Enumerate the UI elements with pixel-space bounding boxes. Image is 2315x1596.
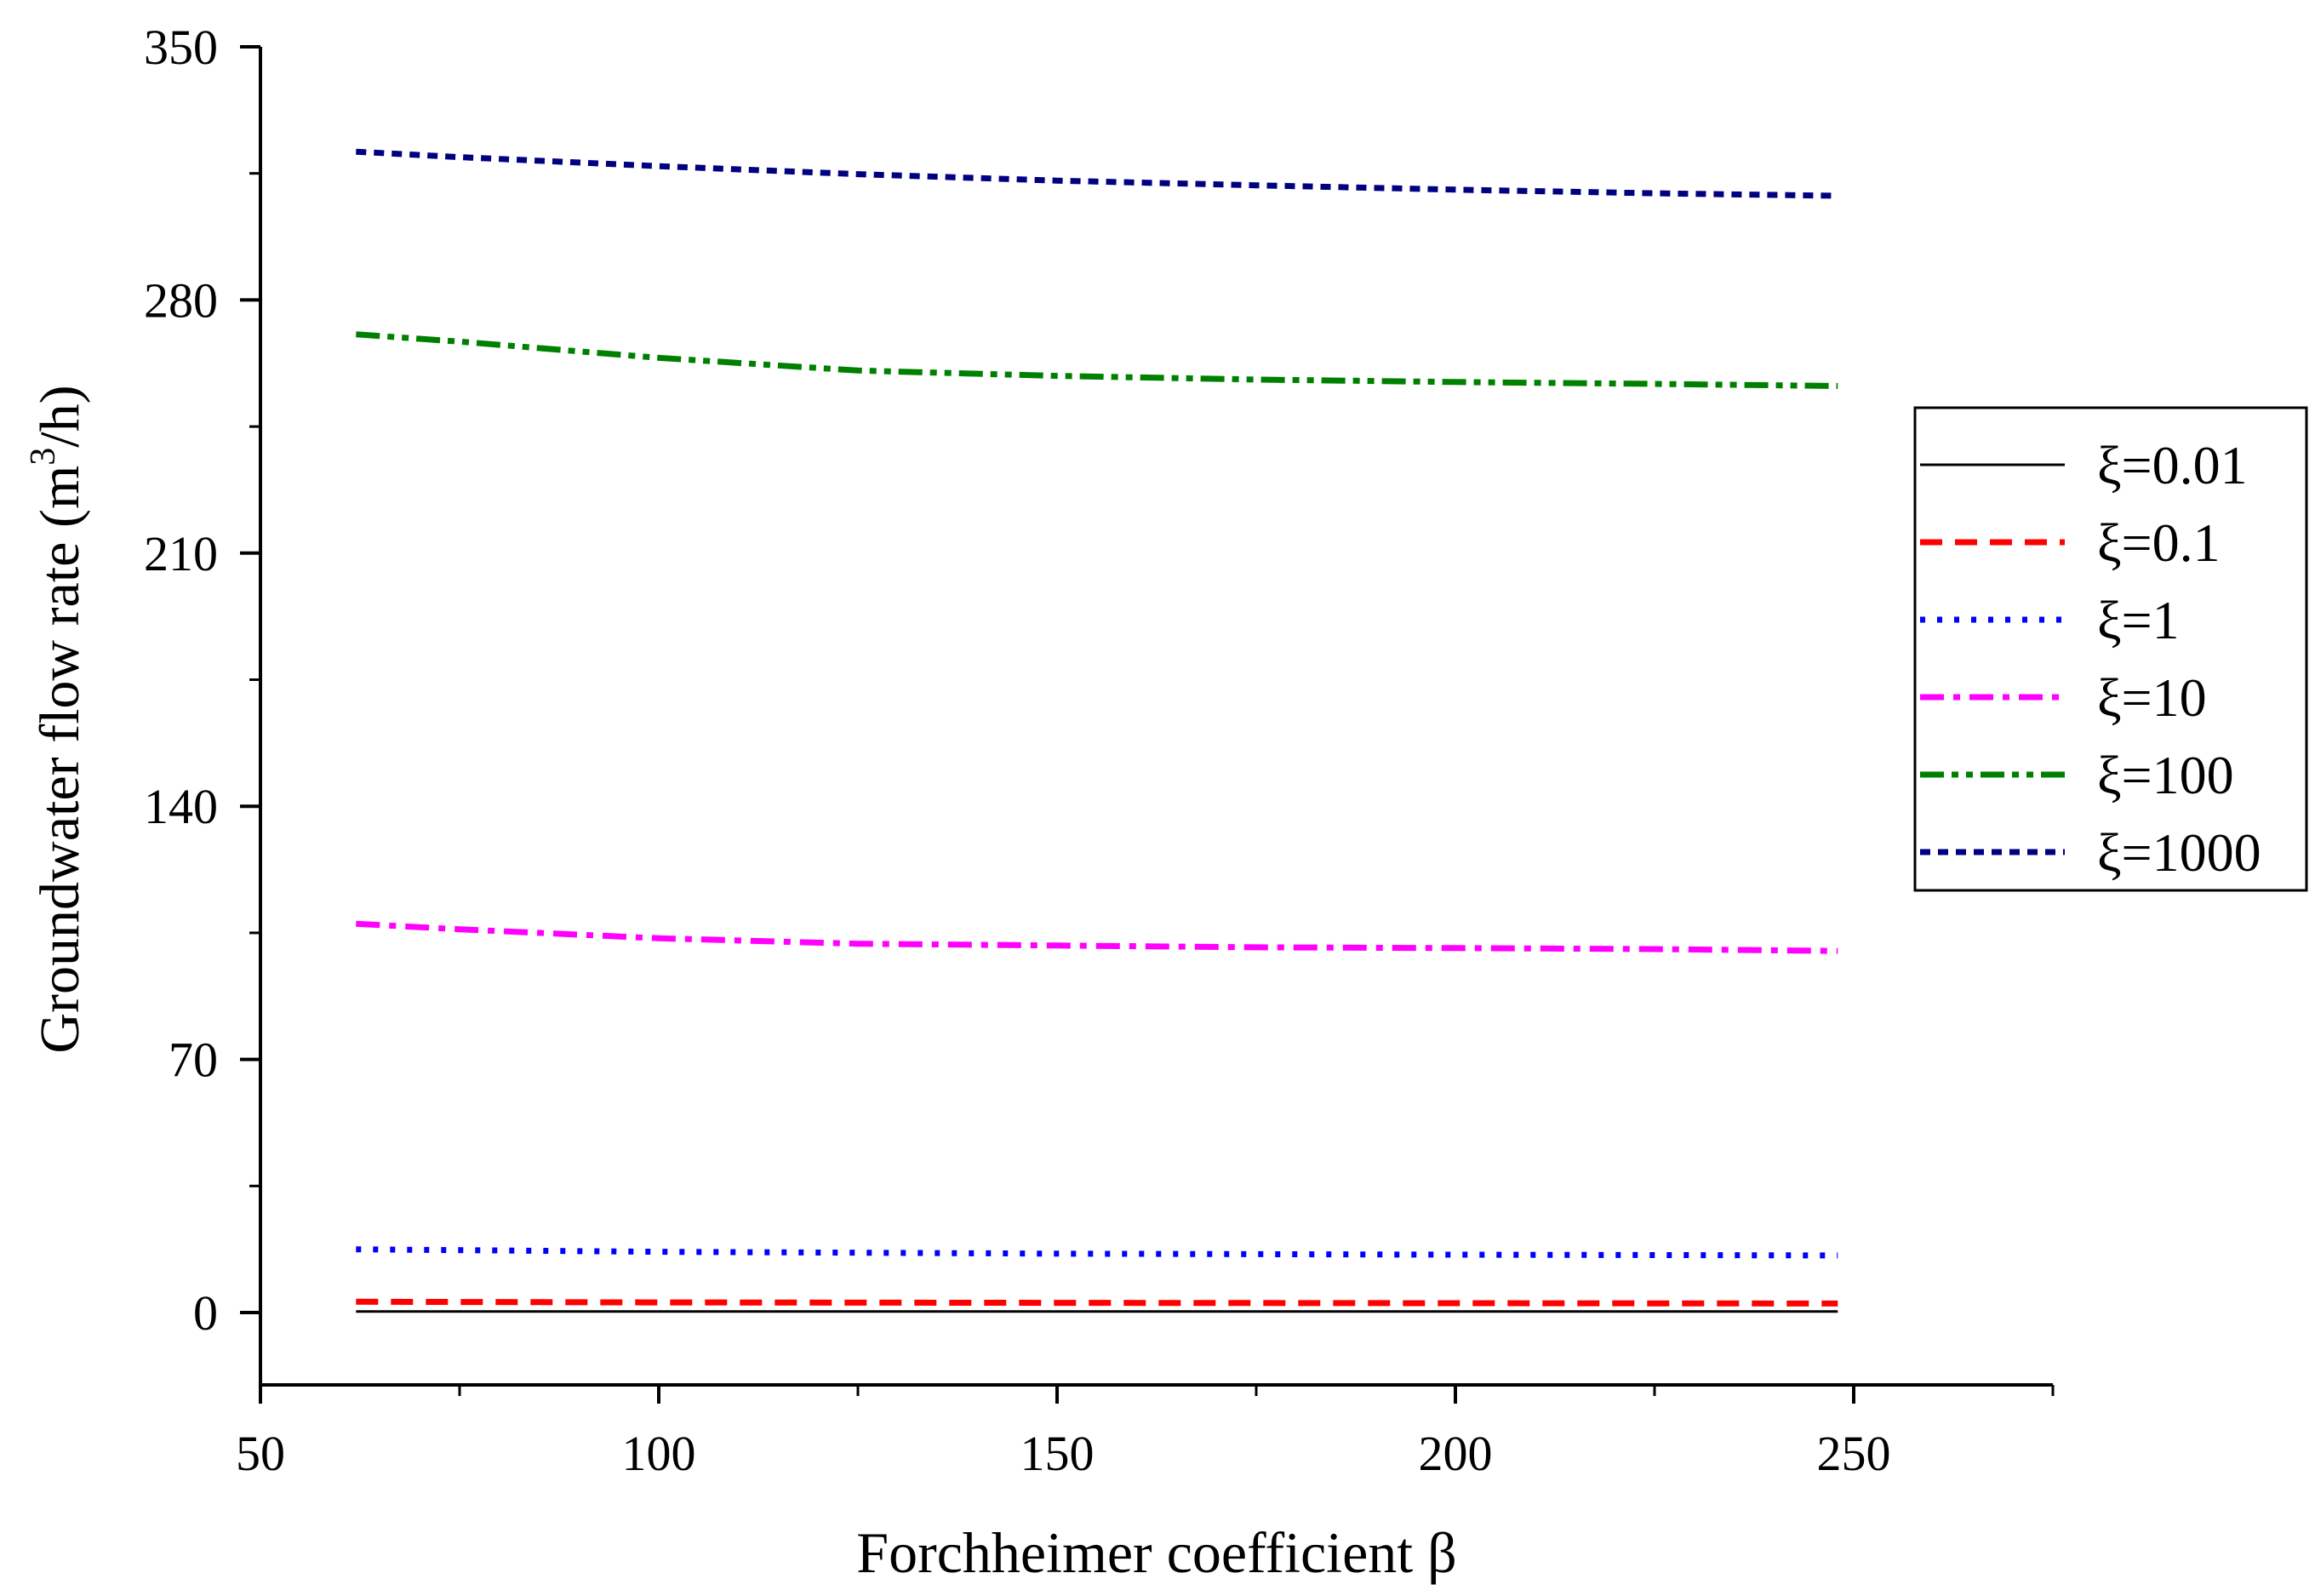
y-axis-label-tail: /h) (29, 385, 91, 447)
y-tick-label: 350 (144, 20, 218, 75)
legend: ξ=0.01 ξ=0.1 ξ=1 ξ=10 ξ=100 ξ=1000 (1913, 406, 2308, 892)
series-line-3 (356, 1246, 1838, 1259)
y-tick-label: 280 (144, 272, 218, 328)
y-tick-label: 210 (144, 526, 218, 581)
x-tick-label: 200 (1419, 1426, 1493, 1481)
legend-label-3: ξ=1 (2097, 590, 2180, 650)
plot-area (356, 148, 1838, 1313)
x-tick-label: 50 (236, 1426, 285, 1481)
series-line-6 (356, 148, 1838, 199)
y-tick-label: 140 (144, 779, 218, 834)
y-ticks: 0 70 140 210 280 350 (144, 20, 260, 1341)
x-axis-label: Forchheimer coefficient β (856, 1520, 1457, 1585)
x-tick-label: 150 (1020, 1426, 1095, 1481)
y-axis-label: Groundwater flow rate (m3/h) (24, 385, 91, 1053)
y-tick-label: 70 (169, 1033, 218, 1088)
x-tick-label: 250 (1817, 1426, 1891, 1481)
legend-label-1: ξ=0.01 (2097, 435, 2248, 495)
x-ticks: 50 100 150 200 250 (236, 1385, 2055, 1481)
x-tick-label: 100 (622, 1426, 696, 1481)
series-line-2 (356, 1298, 1838, 1307)
legend-label-4: ξ=10 (2097, 667, 2207, 728)
y-axis-label-main: Groundwater flow rate (m (29, 466, 91, 1054)
y-tick-label: 0 (193, 1285, 218, 1341)
axes (259, 47, 2053, 1387)
series-line-4 (356, 920, 1838, 954)
legend-label-6: ξ=1000 (2097, 822, 2261, 883)
legend-box (1913, 406, 2308, 892)
legend-label-5: ξ=100 (2097, 745, 2234, 805)
series-line-5 (356, 331, 1838, 389)
y-axis-label-superscript: 3 (24, 448, 63, 466)
legend-label-2: ξ=0.1 (2097, 512, 2221, 573)
